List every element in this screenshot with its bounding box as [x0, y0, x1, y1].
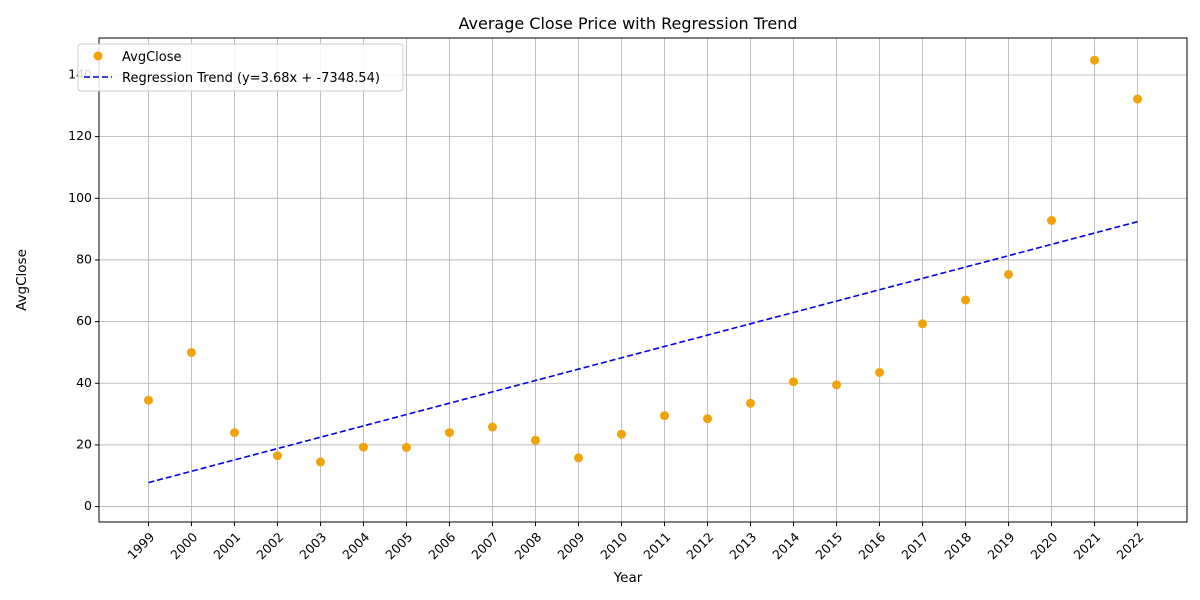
data-point [746, 398, 756, 408]
data-point [1133, 94, 1143, 104]
data-point [875, 367, 885, 377]
y-axis-label: AvgClose [14, 249, 30, 311]
grid [99, 38, 1187, 522]
x-axis-label: Year [613, 570, 643, 586]
plot-frame [98, 37, 1188, 523]
data-point [186, 347, 196, 357]
data-point [573, 453, 583, 463]
data-point [272, 451, 282, 461]
chart-title: Average Close Price with Regression Tren… [459, 14, 798, 33]
data-point [1004, 269, 1014, 279]
y-tick-label: 80 [76, 251, 92, 266]
y-tick-label: 0 [84, 498, 92, 513]
data-points [143, 55, 1143, 467]
data-point [444, 428, 454, 438]
legend-scatter-marker [93, 51, 103, 61]
legend-label-avgclose: AvgClose [122, 50, 182, 65]
data-point [358, 442, 368, 452]
data-point [660, 411, 670, 421]
y-tick-label: 60 [76, 313, 92, 328]
legend-box [77, 43, 404, 92]
y-tick-label: 100 [68, 190, 92, 205]
legend: AvgClose Regression Trend (y=3.68x + -73… [77, 43, 404, 92]
data-point [789, 377, 799, 387]
y-tick-label: 40 [76, 375, 92, 390]
data-point [401, 442, 411, 452]
data-point [487, 422, 497, 432]
data-point [616, 429, 626, 439]
data-point [918, 319, 928, 329]
data-point [703, 414, 713, 424]
data-point [143, 395, 153, 405]
data-point [961, 295, 971, 305]
legend-label-regression: Regression Trend (y=3.68x + -7348.54) [122, 71, 380, 86]
y-tick-label: 120 [68, 128, 92, 143]
data-point [315, 457, 325, 467]
data-point [229, 428, 239, 438]
data-point [832, 380, 842, 390]
data-point [530, 435, 540, 445]
data-point [1047, 216, 1057, 226]
y-tick-label: 20 [76, 436, 92, 451]
data-point [1090, 55, 1100, 65]
